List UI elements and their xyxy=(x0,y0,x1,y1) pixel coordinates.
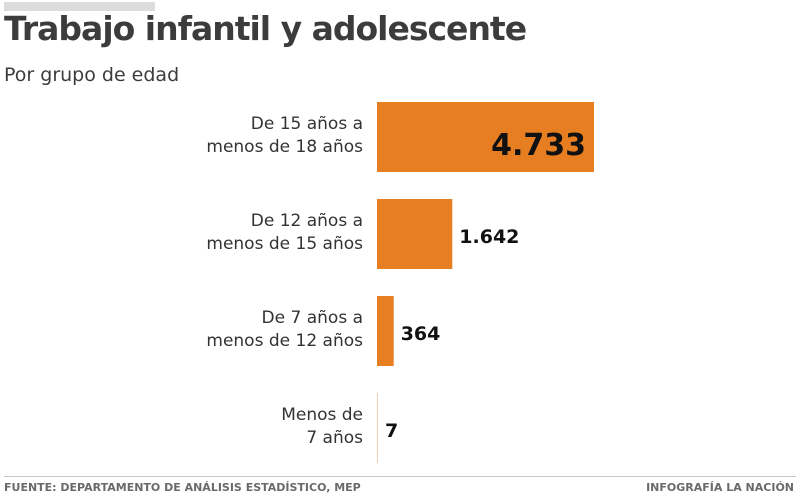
value-label: 1.642 xyxy=(459,226,519,248)
credit-note: INFOGRAFÍA LA NACIÓN xyxy=(646,481,794,494)
value-label: 4.733 xyxy=(491,128,586,163)
value-label: 7 xyxy=(385,420,398,442)
bar-0 xyxy=(377,102,594,172)
category-label: menos de 15 años xyxy=(206,234,363,254)
category-label: De 12 años a xyxy=(251,211,363,231)
bar-2 xyxy=(377,296,394,366)
source-note: FUENTE: DEPARTAMENTO DE ANÁLISIS ESTADÍS… xyxy=(4,481,361,494)
chart-title: Trabajo infantil y adolescente xyxy=(4,9,527,48)
bar-3 xyxy=(377,393,378,463)
chart-subtitle: Por grupo de edad xyxy=(4,64,180,86)
category-label: 7 años xyxy=(306,428,363,448)
category-label: menos de 18 años xyxy=(206,137,363,157)
category-label: De 7 años a xyxy=(262,308,363,328)
bar-1 xyxy=(377,199,453,269)
top-decorative-rule xyxy=(4,2,155,11)
value-label: 364 xyxy=(401,323,441,345)
category-label: Menos de xyxy=(281,405,363,425)
category-label: De 15 años a xyxy=(251,114,363,134)
category-label: menos de 12 años xyxy=(206,331,363,351)
footer-divider xyxy=(4,476,796,477)
